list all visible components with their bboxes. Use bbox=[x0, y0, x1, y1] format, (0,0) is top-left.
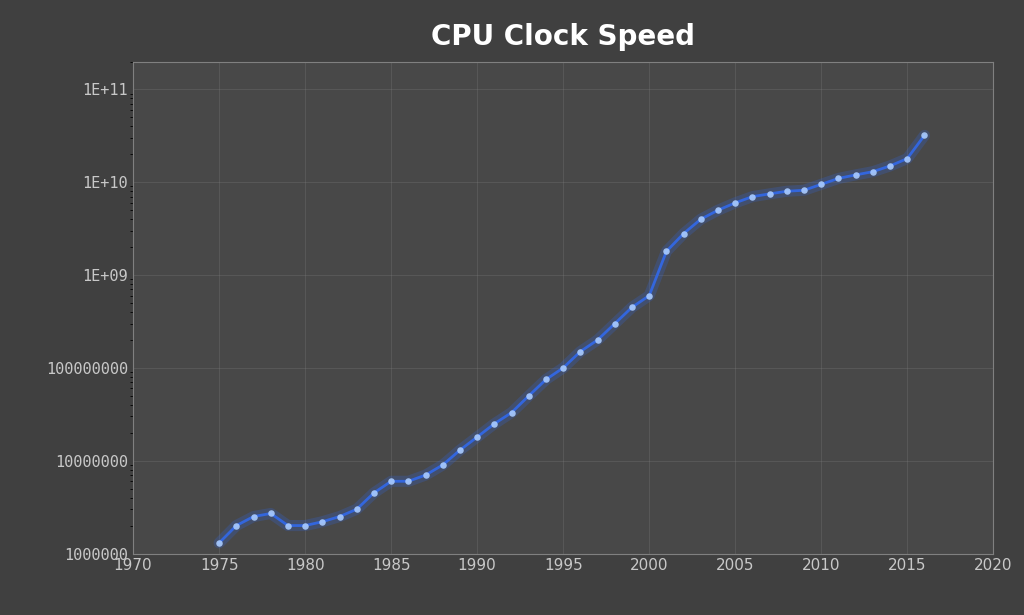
Point bbox=[418, 470, 434, 480]
Point bbox=[676, 229, 692, 239]
Point bbox=[469, 432, 485, 442]
Point bbox=[572, 347, 589, 357]
Title: CPU Clock Speed: CPU Clock Speed bbox=[431, 23, 695, 51]
Point bbox=[899, 154, 915, 164]
Point bbox=[504, 408, 520, 418]
Point bbox=[624, 303, 640, 312]
Point bbox=[727, 198, 743, 208]
Point bbox=[692, 214, 709, 224]
Point bbox=[658, 247, 675, 256]
Point bbox=[211, 538, 227, 548]
Point bbox=[262, 509, 279, 518]
Point bbox=[538, 375, 554, 384]
Point bbox=[348, 504, 365, 514]
Point bbox=[641, 291, 657, 301]
Point bbox=[366, 488, 382, 498]
Point bbox=[830, 173, 847, 183]
Point bbox=[314, 517, 331, 526]
Point bbox=[400, 477, 417, 486]
Point bbox=[520, 391, 537, 401]
Point bbox=[383, 477, 399, 486]
Point bbox=[848, 170, 864, 180]
Point bbox=[762, 189, 778, 199]
Point bbox=[332, 512, 348, 522]
Point bbox=[796, 185, 812, 195]
Point bbox=[246, 512, 262, 522]
Point bbox=[280, 521, 296, 531]
Point bbox=[606, 319, 623, 328]
Point bbox=[452, 445, 468, 455]
Point bbox=[297, 521, 313, 531]
Point bbox=[882, 161, 898, 171]
Point bbox=[555, 363, 571, 373]
Point bbox=[813, 180, 829, 189]
Point bbox=[744, 192, 761, 202]
Point bbox=[486, 419, 503, 429]
Point bbox=[778, 186, 795, 196]
Point bbox=[228, 521, 245, 531]
Point bbox=[590, 335, 606, 345]
Point bbox=[434, 460, 451, 470]
Point bbox=[710, 205, 726, 215]
Point bbox=[916, 130, 933, 140]
Point bbox=[864, 167, 881, 177]
